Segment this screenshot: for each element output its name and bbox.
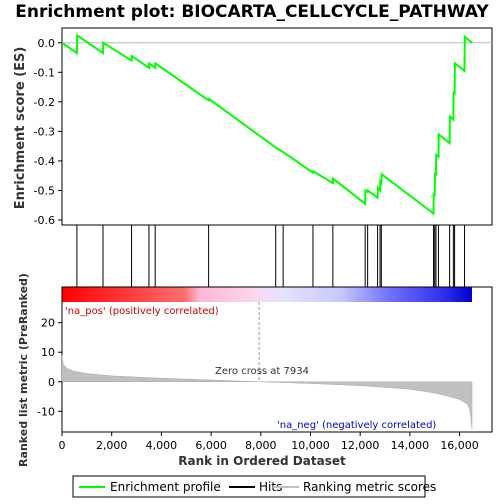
xtick-label: 10,000: [291, 439, 330, 452]
es-ytick-label: -0.1: [34, 66, 55, 79]
es-ytick-label: 0.0: [38, 37, 56, 50]
es-ytick-label: -0.5: [34, 184, 55, 197]
es-ytick-label: -0.6: [34, 214, 55, 227]
es-ytick-label: -0.3: [34, 125, 55, 138]
es-ytick-label: -0.2: [34, 96, 55, 109]
metric-ytick-label: 0: [48, 376, 55, 389]
ranking-color-bar: [62, 287, 472, 302]
chart-title: Enrichment plot: BIOCARTA_CELLCYCLE_PATH…: [15, 2, 489, 22]
zero-cross-label: Zero cross at 7934: [215, 366, 309, 377]
metric-ytick-label: 10: [41, 346, 55, 359]
xtick-label: 2,000: [96, 439, 128, 452]
es-ytick-label: -0.4: [34, 155, 55, 168]
metric-ytick-label: -10: [37, 405, 55, 418]
xtick-label: 8,000: [245, 439, 277, 452]
legend-metric-label: Ranking metric scores: [303, 480, 436, 494]
legend-hits-label: Hits: [259, 480, 282, 494]
xtick-label: 16,000: [440, 439, 479, 452]
xtick-label: 0: [59, 439, 66, 452]
enrichment-profile-line: [61, 33, 473, 216]
es-panel-frame: [61, 27, 493, 226]
es-ylabel: Enrichment score (ES): [13, 47, 28, 210]
positive-label: 'na_pos' (positively correlated): [65, 306, 219, 317]
negative-label: 'na_neg' (negatively correlated): [277, 420, 436, 431]
metric-ytick-label: 20: [41, 317, 55, 330]
metric-xlabel: Rank in Ordered Dataset: [178, 454, 346, 468]
metric-ylabel: Ranked list metric (PreRanked): [17, 273, 30, 467]
xtick-label: 4,000: [146, 439, 178, 452]
xtick-label: 14,000: [391, 439, 430, 452]
ranking-metric-area: [61, 355, 473, 430]
xtick-label: 6,000: [195, 439, 227, 452]
xtick-label: 12,000: [341, 439, 380, 452]
legend-profile-label: Enrichment profile: [110, 480, 221, 494]
